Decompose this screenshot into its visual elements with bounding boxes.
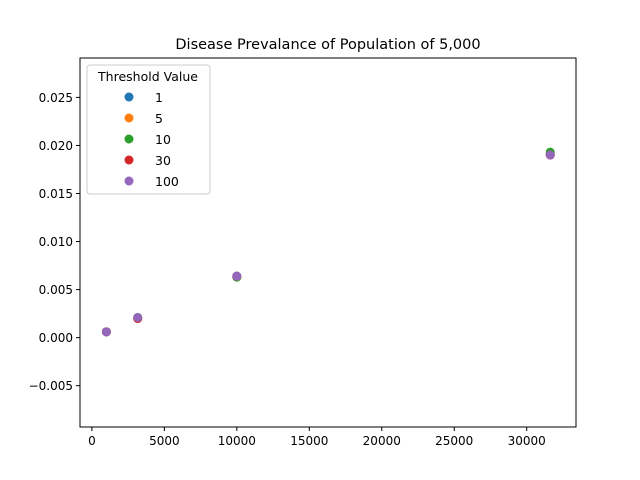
legend-box <box>86 64 211 195</box>
data-point-series-100 <box>545 150 555 160</box>
y-tick-label: 0.005 <box>39 283 73 297</box>
x-tick-label: 30000 <box>508 434 546 448</box>
legend-label: 1 <box>155 90 163 105</box>
legend-entries: 1 5 10 30 100 <box>124 90 179 189</box>
data-points <box>101 147 555 337</box>
legend-marker <box>124 113 134 123</box>
data-point-series-100 <box>101 327 111 337</box>
legend-label: 30 <box>155 153 171 168</box>
y-tick-label: 0.025 <box>39 91 73 105</box>
legend-label: 5 <box>155 111 163 126</box>
legend-marker <box>124 155 134 165</box>
x-tick-label: 0 <box>88 434 96 448</box>
legend-title: Threshold Value <box>97 69 198 84</box>
legend-marker <box>124 92 134 102</box>
y-tick-label: 0.020 <box>39 139 73 153</box>
x-tick-label: 20000 <box>363 434 401 448</box>
legend-marker <box>124 176 134 186</box>
y-axis: −0.005 0.000 0.005 0.010 0.015 0.020 0.025 <box>29 91 80 393</box>
x-tick-label: 5000 <box>149 434 180 448</box>
x-tick-label: 25000 <box>435 434 473 448</box>
data-point-series-100 <box>133 312 143 322</box>
y-tick-label: 0.015 <box>39 187 73 201</box>
x-tick-label: 15000 <box>290 434 328 448</box>
data-point-series-100 <box>232 271 242 281</box>
legend-label: 100 <box>155 174 179 189</box>
y-tick-label: 0.010 <box>39 235 73 249</box>
x-tick-label: 10000 <box>218 434 256 448</box>
x-axis: 0 5000 10000 15000 20000 25000 30000 <box>88 427 546 448</box>
y-tick-label: −0.005 <box>29 379 73 393</box>
chart-title: Disease Prevalance of Population of 5,00… <box>175 37 480 53</box>
y-tick-label: 0.000 <box>39 331 73 345</box>
legend-label: 10 <box>155 132 171 147</box>
plot-frame <box>79 57 577 428</box>
legend-marker <box>124 134 134 144</box>
legend: Threshold Value 1 5 10 30 100 <box>86 64 211 195</box>
